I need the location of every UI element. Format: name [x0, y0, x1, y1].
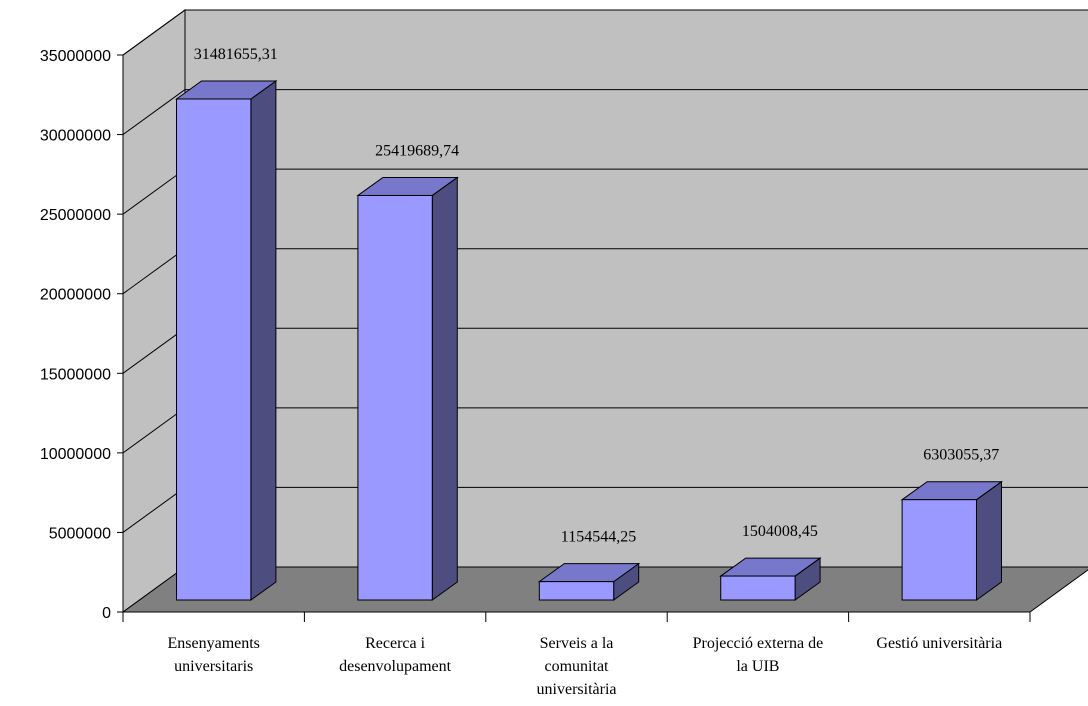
- x-tick-label: Gestió universitària: [876, 635, 1002, 652]
- y-tick-label: 0: [102, 605, 111, 622]
- x-tick-label: Projecció externa de: [693, 635, 824, 652]
- y-tick-label: 20000000: [40, 287, 111, 304]
- bar-side: [431, 176, 458, 601]
- gridline-side: [122, 89, 186, 135]
- gridline-side: [122, 248, 186, 295]
- x-tick-label: universitària: [537, 681, 617, 698]
- y-tick-label: 25000000: [40, 207, 111, 224]
- x-tick-label: universitaris: [174, 658, 253, 675]
- bar-side: [975, 480, 1002, 601]
- chart-side-wall: [122, 9, 186, 613]
- bar: [901, 499, 977, 601]
- y-tick-label: 15000000: [40, 366, 111, 383]
- bar: [538, 581, 615, 601]
- x-tick-label: Ensenyaments: [167, 635, 259, 652]
- y-tick-label: 10000000: [40, 446, 111, 463]
- y-tick-label: 30000000: [40, 128, 111, 145]
- x-tick-label: comunitat: [545, 658, 610, 675]
- data-label: 1504008,45: [742, 523, 818, 540]
- bar: [720, 575, 796, 601]
- y-tick-label: 35000000: [40, 48, 111, 65]
- bar-side: [250, 80, 277, 601]
- data-label: 6303055,37: [923, 447, 999, 464]
- x-tick-label: desenvolupament: [339, 658, 452, 675]
- gridline-side: [122, 487, 186, 533]
- y-tick-label: 5000000: [49, 525, 111, 542]
- x-tick-label: Recerca i: [365, 635, 426, 652]
- x-tick-label: la UIB: [736, 658, 779, 675]
- gridline-side: [122, 327, 186, 374]
- data-label: 1154544,25: [561, 529, 636, 546]
- x-tick-label: Serveis a la: [540, 635, 614, 652]
- gridline-side: [122, 407, 186, 454]
- data-label: 25419689,74: [375, 142, 459, 159]
- data-label: 31481655,31: [194, 46, 278, 63]
- gridline-side: [122, 9, 186, 56]
- bar: [176, 98, 252, 601]
- bar: [357, 194, 433, 601]
- gridline-side: [122, 168, 186, 215]
